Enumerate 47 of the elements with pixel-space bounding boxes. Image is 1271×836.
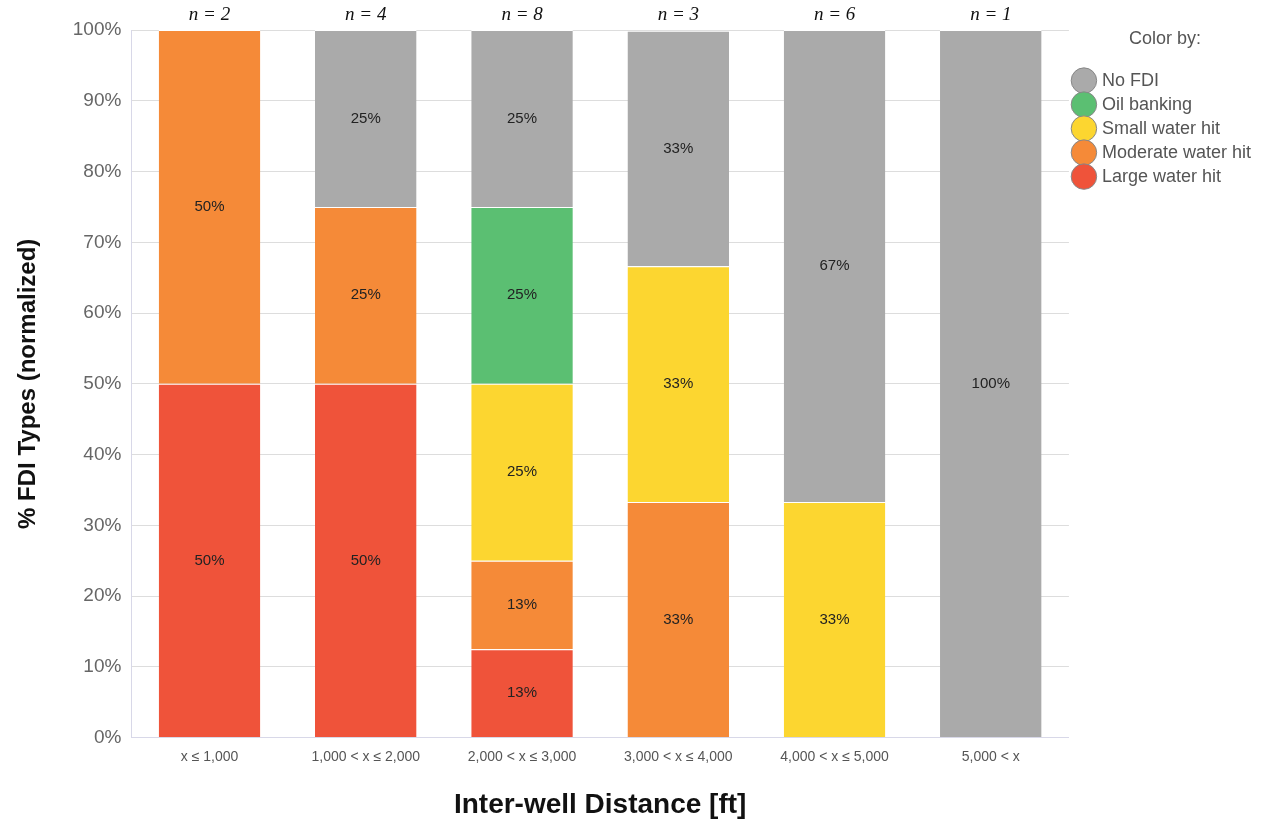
x-tick-label: 4,000 < x ≤ 5,000 bbox=[780, 747, 889, 764]
legend-label: Oil banking bbox=[1101, 93, 1192, 114]
y-tick-label: 50% bbox=[83, 372, 122, 394]
data-label: 13% bbox=[507, 595, 538, 613]
data-label: 50% bbox=[350, 550, 381, 568]
data-label: 13% bbox=[507, 683, 538, 701]
data-label: 100% bbox=[971, 373, 1010, 391]
annotation: n = 1 bbox=[970, 2, 1012, 24]
x-tick-label: x ≤ 1,000 bbox=[180, 747, 239, 764]
x-tick-label: 2,000 < x ≤ 3,000 bbox=[467, 747, 577, 764]
data-label: 25% bbox=[507, 108, 538, 126]
y-tick-label: 60% bbox=[83, 301, 122, 323]
annotation: n = 8 bbox=[501, 2, 544, 24]
y-tick-label: 90% bbox=[83, 88, 122, 110]
y-tick-label: 0% bbox=[93, 725, 122, 747]
data-label: 33% bbox=[663, 609, 694, 627]
data-label: 50% bbox=[194, 197, 225, 215]
data-label: 50% bbox=[194, 550, 225, 568]
y-tick-label: 80% bbox=[83, 159, 122, 181]
legend-label: Small water hit bbox=[1101, 117, 1220, 138]
data-label: 25% bbox=[507, 462, 538, 480]
annotation: n = 3 bbox=[657, 2, 699, 24]
data-label: 67% bbox=[819, 256, 850, 274]
y-axis-title: % FDI Types (normalized) bbox=[13, 238, 41, 529]
annotation: n = 2 bbox=[188, 2, 231, 24]
legend-label: Large water hit bbox=[1101, 165, 1222, 186]
y-tick-label: 40% bbox=[83, 442, 122, 464]
y-tick-label: 70% bbox=[83, 230, 122, 252]
y-tick-label: 100% bbox=[72, 18, 122, 40]
x-tick-label: 1,000 < x ≤ 2,000 bbox=[311, 747, 421, 764]
x-axis-title: Inter-well Distance [ft] bbox=[453, 787, 747, 819]
data-label: 25% bbox=[350, 285, 381, 303]
x-tick-label: 3,000 < x ≤ 4,000 bbox=[624, 747, 733, 764]
legend-title: Color by: bbox=[1128, 27, 1201, 48]
data-label: 25% bbox=[350, 108, 381, 126]
data-label: 25% bbox=[507, 285, 538, 303]
annotation: n = 6 bbox=[813, 2, 856, 24]
y-tick-label: 10% bbox=[83, 655, 122, 677]
data-label: 33% bbox=[819, 609, 850, 627]
x-tick-label: 5,000 < x bbox=[961, 747, 1020, 764]
y-tick-label: 20% bbox=[83, 584, 122, 606]
legend-label: No FDI bbox=[1101, 69, 1159, 90]
y-tick-label: 30% bbox=[83, 513, 122, 535]
data-label: 33% bbox=[663, 374, 694, 392]
legend-label: Moderate water hit bbox=[1101, 141, 1252, 162]
data-label: 33% bbox=[663, 138, 694, 156]
annotation: n = 4 bbox=[345, 2, 387, 24]
